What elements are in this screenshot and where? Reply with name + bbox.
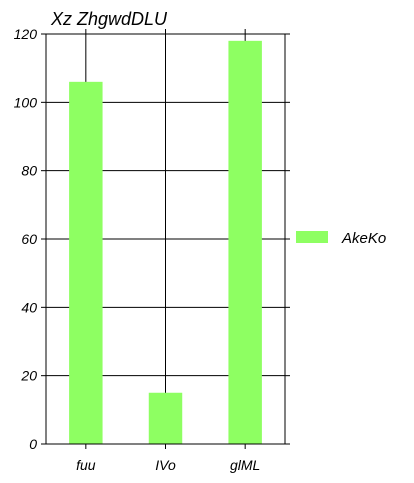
ytick-label-80: 80 <box>21 163 37 179</box>
chart-title: Xz ZhgwdDLU <box>50 9 168 29</box>
ytick-label-60: 60 <box>21 231 37 247</box>
xtick-label-glML: glML <box>230 457 260 473</box>
ytick-label-120: 120 <box>14 26 38 42</box>
ytick-label-100: 100 <box>14 94 38 110</box>
bar-fuu <box>69 82 102 444</box>
bar-glML <box>228 41 261 444</box>
xtick-label-IVo: IVo <box>155 457 176 473</box>
legend-label: AkeKo <box>341 230 386 247</box>
xtick-label-fuu: fuu <box>76 457 96 473</box>
legend: AkeKo <box>296 230 386 247</box>
legend-swatch <box>296 231 328 243</box>
ytick-label-0: 0 <box>29 436 37 452</box>
ytick-label-20: 20 <box>20 368 37 384</box>
ytick-label-40: 40 <box>21 299 37 315</box>
tick-labels: 0 20 40 60 80 100 120 fuu IVo glML <box>14 26 261 473</box>
bar-IVo <box>149 393 182 444</box>
